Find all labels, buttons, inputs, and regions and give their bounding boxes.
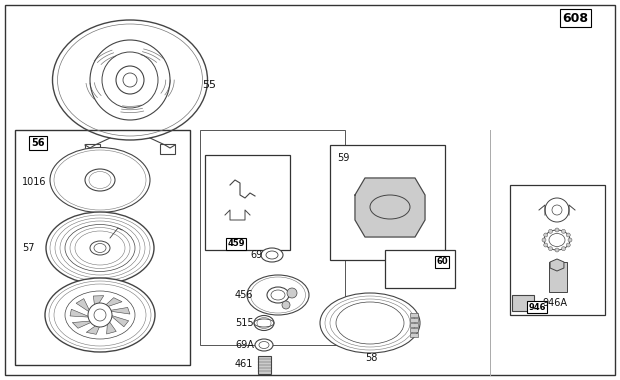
Polygon shape <box>94 296 104 309</box>
Ellipse shape <box>320 293 420 353</box>
Circle shape <box>544 233 547 237</box>
Circle shape <box>568 238 572 242</box>
Text: 456: 456 <box>235 290 254 300</box>
Text: 60: 60 <box>436 258 448 266</box>
Bar <box>410 328 418 332</box>
Text: 69A: 69A <box>235 340 254 350</box>
Circle shape <box>287 288 297 298</box>
Polygon shape <box>108 307 130 314</box>
Circle shape <box>562 247 565 251</box>
Circle shape <box>549 247 552 251</box>
Circle shape <box>544 243 547 247</box>
Text: 59: 59 <box>337 153 350 163</box>
Text: 58: 58 <box>365 353 378 363</box>
Bar <box>549 262 567 292</box>
Polygon shape <box>70 309 91 317</box>
Circle shape <box>555 228 559 232</box>
Text: 946A: 946A <box>542 298 567 308</box>
Polygon shape <box>86 321 102 334</box>
Text: 459: 459 <box>228 239 245 249</box>
Ellipse shape <box>85 169 115 191</box>
Ellipse shape <box>90 241 110 255</box>
Circle shape <box>88 303 112 327</box>
Circle shape <box>542 238 546 242</box>
Circle shape <box>566 233 570 237</box>
Polygon shape <box>355 178 425 237</box>
Polygon shape <box>550 259 564 271</box>
Ellipse shape <box>267 287 289 303</box>
Bar <box>85 144 100 154</box>
Ellipse shape <box>45 278 155 352</box>
Ellipse shape <box>255 339 273 351</box>
Ellipse shape <box>254 315 274 331</box>
Text: 946: 946 <box>528 302 546 312</box>
Polygon shape <box>102 298 122 309</box>
Bar <box>205 155 290 250</box>
Circle shape <box>282 301 290 309</box>
Bar <box>15 130 190 365</box>
Bar <box>410 318 418 322</box>
Polygon shape <box>76 299 91 313</box>
Polygon shape <box>73 321 95 328</box>
Text: 55: 55 <box>202 80 216 90</box>
Bar <box>330 145 445 260</box>
Text: 69: 69 <box>250 250 262 260</box>
Ellipse shape <box>46 212 154 284</box>
Text: 608: 608 <box>562 11 588 24</box>
Text: 1016: 1016 <box>22 177 46 187</box>
Ellipse shape <box>261 248 283 262</box>
Circle shape <box>566 243 570 247</box>
Bar <box>510 185 605 315</box>
Bar <box>512 295 534 311</box>
Text: 56: 56 <box>31 138 45 148</box>
Circle shape <box>549 230 552 233</box>
Bar <box>258 356 271 374</box>
Circle shape <box>545 198 569 222</box>
Circle shape <box>562 230 565 233</box>
Circle shape <box>555 248 559 252</box>
Text: 57: 57 <box>22 243 35 253</box>
Text: 515: 515 <box>235 318 254 328</box>
Bar <box>410 313 418 317</box>
Bar <box>200 130 345 345</box>
Ellipse shape <box>544 230 570 250</box>
Bar <box>410 333 418 337</box>
Ellipse shape <box>50 147 150 212</box>
Text: 461: 461 <box>235 359 254 369</box>
Bar <box>385 250 455 288</box>
Bar <box>160 144 175 154</box>
Text: eReplacementParts.com: eReplacementParts.com <box>242 205 378 215</box>
Ellipse shape <box>247 275 309 315</box>
Bar <box>410 323 418 327</box>
Polygon shape <box>110 315 129 327</box>
Polygon shape <box>107 319 117 334</box>
